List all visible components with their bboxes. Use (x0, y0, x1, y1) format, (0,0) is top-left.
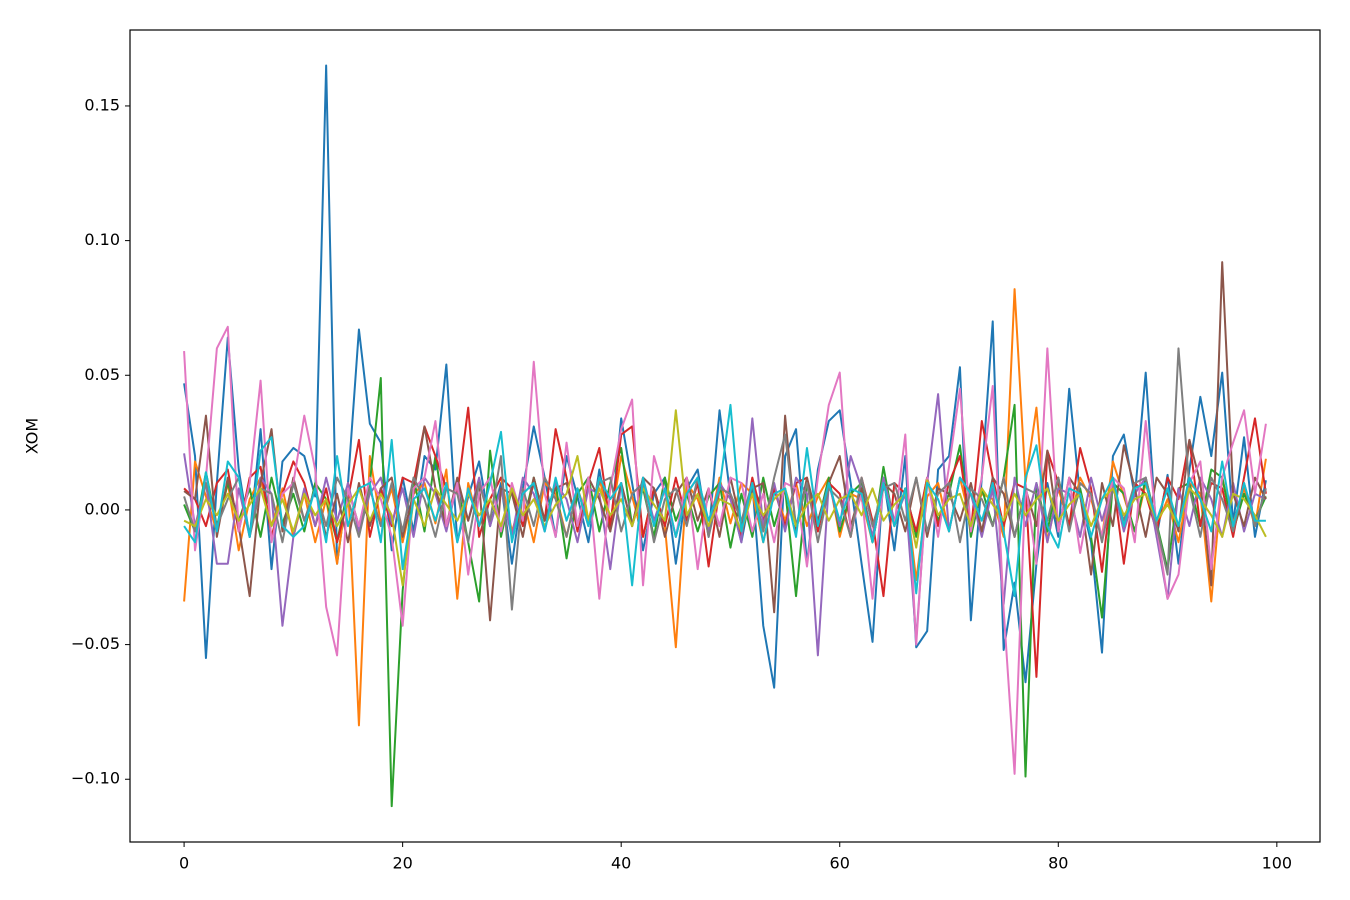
y-tick-label: 0.15 (84, 95, 120, 114)
plot-frame (129, 29, 1321, 843)
x-tick-label: 80 (1048, 854, 1068, 873)
y-tick-label: 0.00 (84, 499, 120, 518)
series-line (183, 409, 1267, 587)
x-tick-label: 100 (1262, 854, 1293, 873)
y-tick-label: −0.10 (71, 769, 120, 788)
y-tick-label: −0.05 (71, 634, 120, 653)
x-tick-label: 60 (830, 854, 850, 873)
x-tick-label: 40 (611, 854, 631, 873)
series-line (183, 403, 1266, 598)
y-axis-label: XOM (23, 418, 42, 454)
x-tick-label: 20 (392, 854, 412, 873)
series-line (183, 347, 1267, 611)
y-tick-label: 0.05 (84, 365, 120, 384)
y-tick-label: 0.10 (84, 230, 120, 249)
x-tick-label: 0 (179, 854, 189, 873)
